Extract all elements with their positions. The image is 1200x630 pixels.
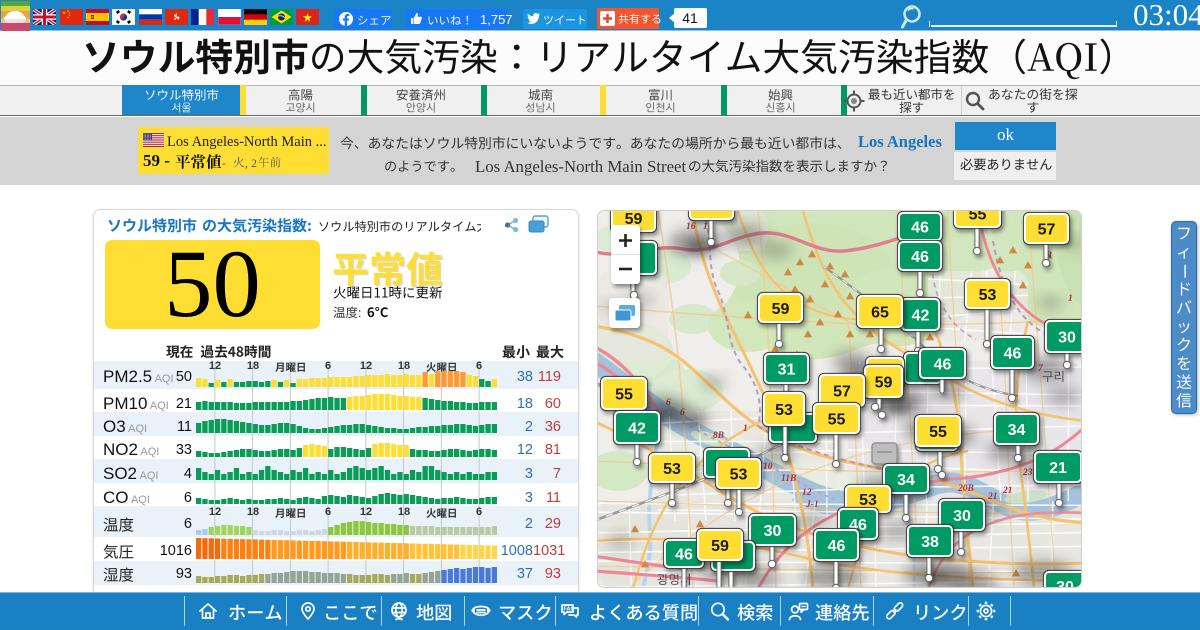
- svg-text:30: 30: [764, 523, 782, 540]
- svg-text:30: 30: [1058, 329, 1076, 346]
- svg-text:59: 59: [875, 374, 893, 391]
- svg-text:3: 3: [1046, 251, 1052, 261]
- svg-text:20B: 20B: [957, 484, 974, 494]
- svg-text:59: 59: [711, 538, 729, 555]
- svg-text:16: 16: [703, 222, 713, 232]
- svg-text:41: 41: [682, 10, 698, 26]
- svg-text:38: 38: [921, 534, 939, 551]
- svg-text:55: 55: [969, 211, 987, 223]
- svg-text:1: 1: [1068, 294, 1073, 304]
- svg-text:21: 21: [1002, 486, 1013, 496]
- svg-text:55: 55: [929, 424, 947, 441]
- svg-text:59: 59: [772, 301, 790, 318]
- svg-text:10: 10: [763, 462, 773, 472]
- svg-text:11B: 11B: [781, 474, 796, 484]
- svg-text:57: 57: [833, 383, 851, 400]
- svg-text:30: 30: [1056, 579, 1074, 587]
- svg-text:46: 46: [1004, 345, 1022, 362]
- svg-text:59: 59: [625, 211, 643, 228]
- svg-text:65: 65: [871, 304, 889, 321]
- svg-text:34: 34: [897, 472, 915, 489]
- svg-text:46: 46: [934, 356, 952, 373]
- svg-text:J-1: J-1: [805, 500, 819, 510]
- svg-text:42: 42: [628, 420, 646, 437]
- svg-text:53: 53: [775, 402, 793, 419]
- svg-text:55: 55: [828, 411, 846, 428]
- svg-text:1: 1: [743, 424, 748, 434]
- svg-text:8B: 8B: [713, 431, 724, 441]
- svg-text:34: 34: [1008, 422, 1026, 439]
- svg-text:31: 31: [778, 361, 796, 378]
- svg-text:55: 55: [615, 386, 633, 403]
- svg-text:53: 53: [979, 287, 997, 304]
- svg-text:46: 46: [911, 219, 929, 236]
- svg-text:FAQ: FAQ: [564, 607, 576, 613]
- svg-text:57: 57: [1038, 221, 1056, 238]
- svg-text:30: 30: [953, 508, 971, 525]
- svg-text:53: 53: [663, 461, 681, 478]
- svg-text:21: 21: [987, 492, 998, 502]
- svg-text:12: 12: [802, 488, 812, 498]
- svg-text:21: 21: [1049, 460, 1067, 477]
- svg-text:16: 16: [686, 222, 696, 232]
- svg-text:46: 46: [911, 249, 929, 266]
- svg-text:53: 53: [730, 466, 748, 483]
- svg-text:42: 42: [912, 307, 930, 324]
- svg-text:46: 46: [675, 546, 693, 563]
- svg-text:53: 53: [859, 492, 877, 509]
- svg-text:46: 46: [828, 538, 846, 555]
